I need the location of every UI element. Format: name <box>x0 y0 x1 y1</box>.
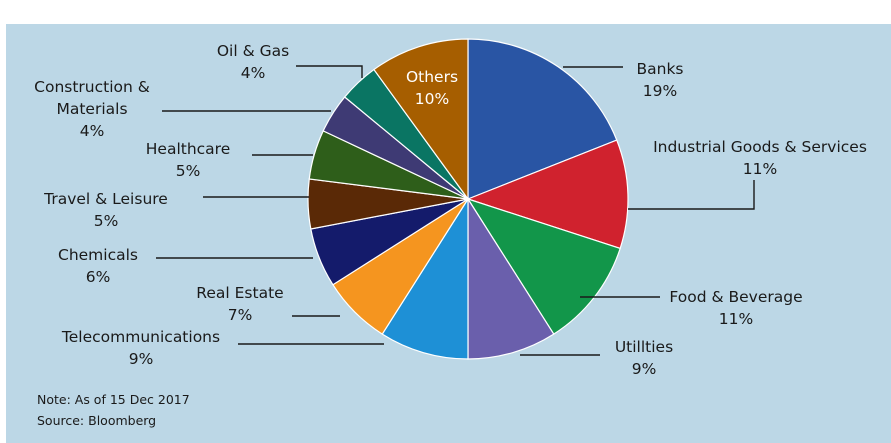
slice-value-telecommunications: 9% <box>129 350 154 368</box>
slice-value-others: 10% <box>415 90 449 108</box>
slice-labels: Banks 19% Industrial Goods & Services 11% Fo… <box>34 42 867 378</box>
chart-note: Note: As of 15 Dec 2017 <box>37 392 190 407</box>
slice-value-real-estate: 7% <box>228 306 253 324</box>
slice-label-utillties: Utillties <box>615 338 673 356</box>
slice-label-food-and-beverage: Food & Beverage <box>669 288 802 306</box>
pie-slice-banks <box>467 38 618 200</box>
slice-label-chemicals: Chemicals <box>58 246 138 264</box>
slice-value-chemicals: 6% <box>86 268 111 286</box>
leader-line-oil-and-gas <box>296 65 363 78</box>
slice-value-oil-and-gas: 4% <box>241 64 266 82</box>
slice-value-healthcare: 5% <box>176 162 201 180</box>
slice-label-industrial-goods-and-services: Industrial Goods & Services <box>653 138 867 156</box>
slice-label-banks: Banks <box>636 60 683 78</box>
slice-label-travel-and-leisure: Travel & Leisure <box>43 190 168 208</box>
slice-label-real-estate: Real Estate <box>196 284 283 302</box>
slice-label-others: Others <box>406 68 458 86</box>
slice-value-banks: 19% <box>643 82 677 100</box>
pie-slice-utillties <box>467 196 555 360</box>
slice-label-construction-and-materials: Construction & Materials <box>34 78 150 118</box>
pie-slice-others <box>373 38 469 201</box>
slice-label-oil-and-gas: Oil & Gas <box>217 42 289 60</box>
slice-label-telecommunications: Telecommunications <box>61 328 220 346</box>
chart-source: Source: Bloomberg <box>37 413 157 428</box>
slice-value-construction-and-materials: 4% <box>80 122 105 140</box>
pie-slice-industrial-goods-and-services <box>466 139 629 250</box>
slice-value-utillties: 9% <box>632 360 657 378</box>
slice-value-industrial-goods-and-services: 11% <box>743 160 777 178</box>
pie-slices <box>307 38 629 360</box>
slice-label-healthcare: Healthcare <box>146 140 231 158</box>
leader-line-industrial-goods-and-services <box>628 180 755 210</box>
slice-value-travel-and-leisure: 5% <box>94 212 119 230</box>
slice-value-food-and-beverage: 11% <box>719 310 753 328</box>
leader-lines <box>156 65 755 356</box>
pie-slice-telecommunications <box>381 196 469 360</box>
